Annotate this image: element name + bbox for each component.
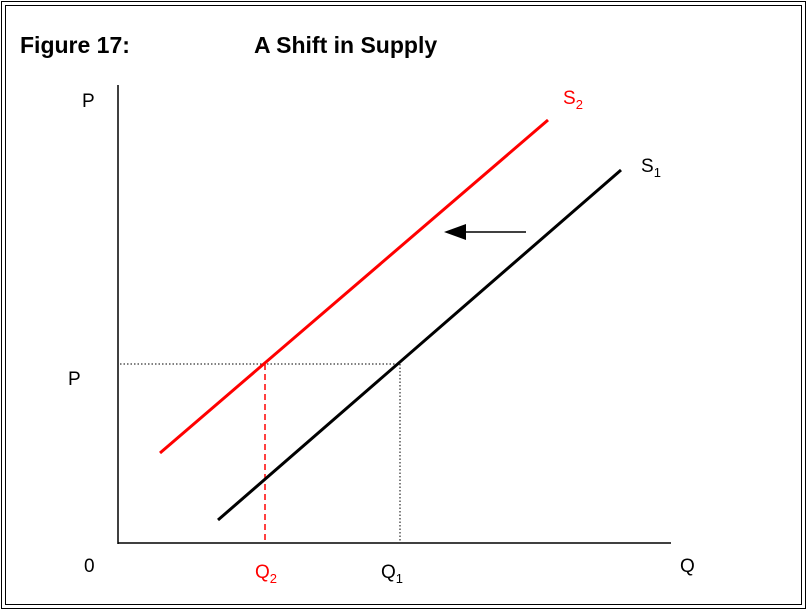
curve-label: S1	[641, 156, 661, 180]
shift-arrow-head	[444, 224, 466, 240]
x-axis-label: Q	[680, 556, 695, 577]
quantity-label-main: Q	[381, 562, 396, 583]
inner-frame	[5, 5, 802, 605]
curve-label-sub: 2	[576, 97, 583, 112]
curve-label-sub: 1	[654, 165, 661, 180]
curve-label-main: S	[563, 88, 576, 109]
quantity-label-main: Q	[255, 562, 270, 583]
quantity-label-sub: 2	[270, 571, 277, 586]
quantity-label: Q1	[381, 562, 403, 586]
quantity-label: Q2	[255, 562, 277, 586]
supply-curve-1	[217, 168, 622, 522]
price-label: P	[68, 369, 81, 390]
quantity-label-sub: 1	[396, 571, 403, 586]
y-axis-label: P	[82, 91, 95, 112]
figure-title: A Shift in Supply	[254, 32, 437, 58]
curve-label-main: S	[641, 156, 654, 177]
figure-label: Figure 17:	[20, 32, 130, 58]
curve-label: S2	[563, 88, 583, 112]
supply-curve-2	[159, 118, 549, 455]
origin-label: 0	[84, 556, 95, 577]
